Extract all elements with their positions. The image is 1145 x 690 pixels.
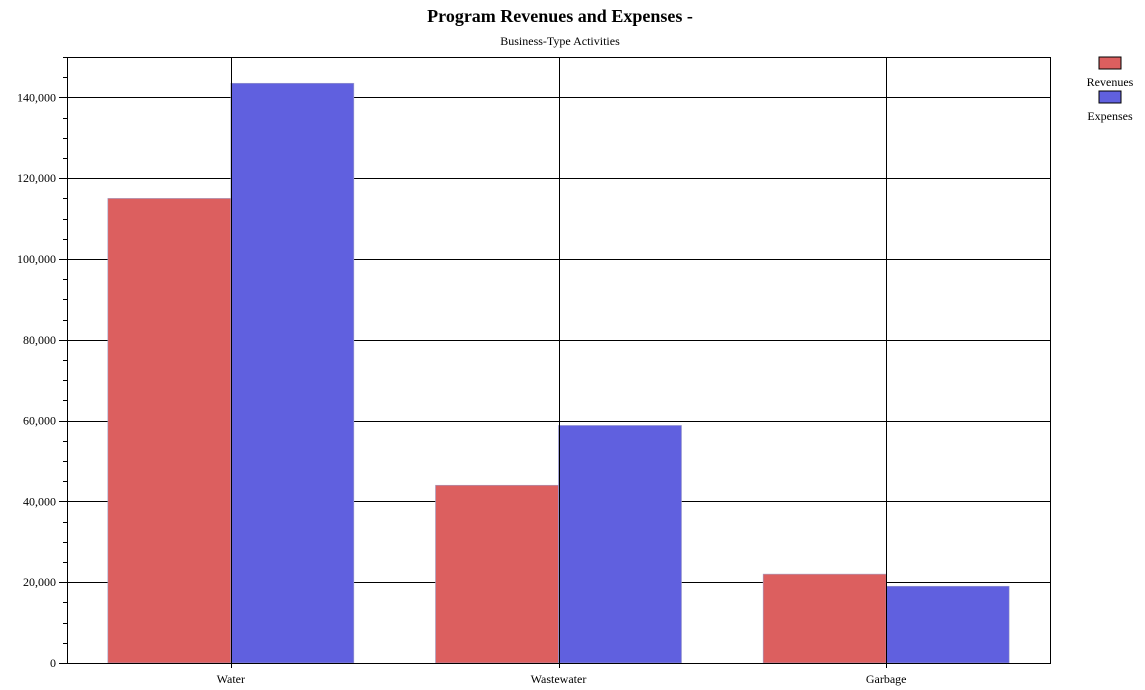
bar-expenses-water (230, 82, 355, 664)
chart-title: Program Revenues and Expenses - (427, 6, 693, 26)
y-tick-label: 100,000 (17, 252, 56, 266)
bar-revenues-wastewater (435, 484, 559, 664)
bar-expenses-garbage (885, 585, 1010, 664)
bar-revenues-garbage (762, 573, 887, 664)
y-tick-label: 140,000 (17, 90, 56, 104)
bar-revenues-water (107, 198, 232, 664)
y-tick-label: 80,000 (23, 333, 56, 347)
legend: Revenues Expenses (1087, 56, 1134, 123)
y-tick-label: 60,000 (23, 414, 56, 428)
legend-swatch-expenses (1098, 90, 1122, 104)
y-tick-label: 120,000 (17, 171, 56, 185)
x-tick-label: Water (217, 672, 245, 686)
x-tick-label: Wastewater (531, 672, 587, 686)
y-tick-label: 20,000 (23, 575, 56, 589)
chart-subtitle: Business-Type Activities (500, 34, 620, 48)
bar-expenses-wastewater (558, 425, 682, 664)
legend-swatch-revenues (1098, 56, 1122, 70)
bars (107, 82, 1010, 664)
y-tick-label: 0 (50, 656, 56, 670)
axes: 0 20,000 40,000 60,000 80,000 100,000 120,000 1… (17, 57, 1051, 686)
y-tick-label: 40,000 (23, 494, 56, 508)
legend-label-revenues: Revenues (1087, 75, 1134, 89)
x-tick-label: Garbage (866, 672, 907, 686)
legend-label-expenses: Expenses (1087, 109, 1133, 123)
